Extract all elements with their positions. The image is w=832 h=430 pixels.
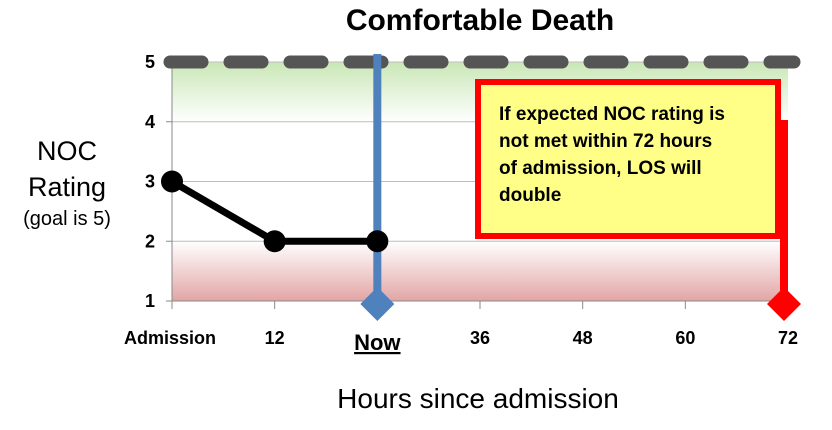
now-marker-diamond: [360, 287, 395, 321]
x-axis-label: Hours since admission: [337, 383, 619, 414]
x-tick-label-0: Admission: [124, 328, 216, 348]
annotation-line-4: double: [499, 185, 562, 206]
annotation-box: If expected NOC rating is not met within…: [475, 79, 781, 239]
x-tick-label-1: 12: [265, 328, 285, 348]
x-tick-label-6: 72: [778, 328, 798, 348]
y-axis-label-line1: NOC: [37, 136, 97, 166]
risk-zone-band: [172, 241, 788, 301]
y-tick-label-5: 5: [145, 52, 155, 72]
annotation-line-3: of admission, LOS will: [499, 158, 702, 179]
y-tick-label-3: 3: [145, 172, 155, 192]
y-tick-label-1: 1: [145, 291, 155, 311]
y-axis-label-line2: Rating: [28, 172, 106, 202]
y-tick-label-2: 2: [145, 231, 155, 251]
deadline-marker-diamond: [767, 287, 801, 321]
x-tick-label-5: 60: [675, 328, 695, 348]
data-point-0: [161, 170, 183, 193]
data-point-2: [366, 230, 389, 253]
chart-title: Comfortable Death: [346, 4, 614, 37]
y-tick-label-4: 4: [145, 112, 155, 132]
y-axis-label-goal-note: (goal is 5): [23, 208, 111, 230]
x-axis-ticks: Admission 12 Now 36 48 60 72: [124, 300, 798, 355]
data-point-1: [263, 230, 286, 253]
annotation-line-1: If expected NOC rating is: [499, 104, 725, 125]
x-tick-label-3: 36: [470, 328, 490, 348]
series-noc-rating: [161, 170, 389, 253]
x-tick-label-2: Now: [354, 330, 401, 355]
x-tick-label-4: 48: [573, 328, 593, 348]
annotation-line-2: not met within 72 hours: [499, 131, 713, 152]
